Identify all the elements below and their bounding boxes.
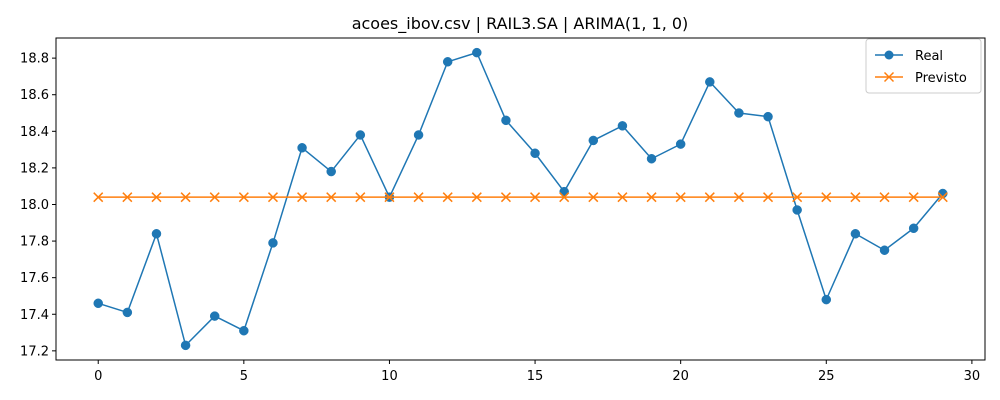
data-point-real-25 [821,294,832,305]
data-point-real-18 [617,121,628,131]
data-point-real-22 [734,108,744,118]
data-point-real-9 [355,130,366,140]
data-point-previsto-19 [646,192,657,203]
data-point-previsto-3 [180,192,191,203]
data-point-real-2 [151,229,162,239]
data-point-previsto-10 [384,192,395,203]
legend-real-label: Real [915,49,943,64]
x-tick-label: 5 [240,369,248,384]
data-point-real-6 [268,238,278,248]
legend-box [865,38,982,94]
data-point-previsto-7 [297,192,308,203]
y-tick-label: 17.8 [20,235,49,250]
x-tick-label: 10 [381,369,398,384]
data-point-previsto-0 [93,192,104,203]
data-point-previsto-13 [471,192,482,203]
data-point-real-27 [879,245,890,255]
data-point-previsto-27 [879,192,890,203]
data-point-real-14 [501,115,511,126]
y-tick-label: 18.0 [20,198,49,213]
data-point-real-12 [442,57,453,67]
data-point-previsto-15 [530,192,541,203]
data-point-real-0 [93,298,103,309]
data-point-previsto-18 [617,192,628,203]
data-point-previsto-17 [588,192,599,203]
y-tick-label: 18.6 [20,88,49,103]
data-point-previsto-20 [675,192,686,203]
data-point-previsto-25 [821,192,832,203]
plot-frame [55,37,986,361]
data-point-real-23 [763,111,773,122]
legend: Real Previsto [865,38,982,94]
x-tick-label: 25 [818,369,835,384]
y-tick-label: 18.8 [20,52,49,67]
data-point-previsto-14 [500,192,511,203]
data-point-real-7 [297,143,307,153]
chart-title: acoes_ibov.csv | RAIL3.SA | ARIMA(1, 1, … [352,14,689,34]
data-point-previsto-29 [937,192,948,203]
y-axis-ticks: 17.2 17.4 17.6 17.8 18.0 18.2 18.4 18.6 18.8 [20,52,56,359]
plot-area: 0 5 10 15 20 25 30 17.2 17.4 17.6 17.8 18.0 18.2 18.4… [20,37,986,384]
legend-previsto-marker [883,71,895,83]
x-tick-label: 15 [527,369,544,384]
data-point-previsto-1 [122,192,133,203]
data-point-previsto-26 [850,192,861,203]
data-point-previsto-11 [413,192,424,203]
x-axis-ticks: 0 5 10 15 20 25 30 [94,360,980,384]
data-point-previsto-16 [559,192,570,203]
y-tick-label: 17.6 [20,271,49,286]
x-tick-label: 20 [672,369,689,384]
data-point-previsto-5 [238,192,249,203]
data-point-real-21 [705,77,715,87]
data-point-real-1 [122,307,133,318]
y-tick-label: 18.2 [20,161,49,176]
data-point-previsto-6 [267,192,278,203]
data-point-real-13 [472,47,482,58]
y-tick-label: 18.4 [20,125,49,140]
data-point-previsto-9 [355,192,366,203]
data-point-real-20 [675,139,686,149]
data-point-previsto-12 [442,192,453,203]
data-point-real-8 [326,166,336,177]
series-previsto [93,192,948,203]
data-point-previsto-24 [792,192,803,203]
data-point-previsto-23 [763,192,774,203]
y-tick-label: 17.2 [20,344,49,359]
data-point-real-17 [588,135,599,146]
data-point-previsto-21 [704,192,715,203]
data-point-real-11 [413,130,424,140]
data-point-real-28 [908,223,919,234]
data-point-real-19 [646,154,657,164]
data-point-real-5 [239,325,249,336]
x-tick-label: 0 [94,369,102,384]
plot-background [56,38,985,360]
data-point-real-4 [209,311,220,321]
legend-previsto-label: Previsto [915,71,967,86]
series-line-real [97,51,944,347]
x-tick-label: 30 [964,369,981,384]
data-point-real-24 [792,205,802,215]
data-point-real-26 [850,229,861,239]
legend-real-marker [884,50,894,60]
data-point-previsto-2 [151,192,162,203]
data-point-previsto-28 [908,192,919,203]
data-point-real-15 [530,148,540,159]
data-point-real-3 [180,340,191,351]
y-tick-label: 17.4 [20,308,49,323]
data-point-previsto-22 [733,192,744,203]
data-point-previsto-4 [209,192,220,203]
data-point-previsto-8 [326,192,337,203]
